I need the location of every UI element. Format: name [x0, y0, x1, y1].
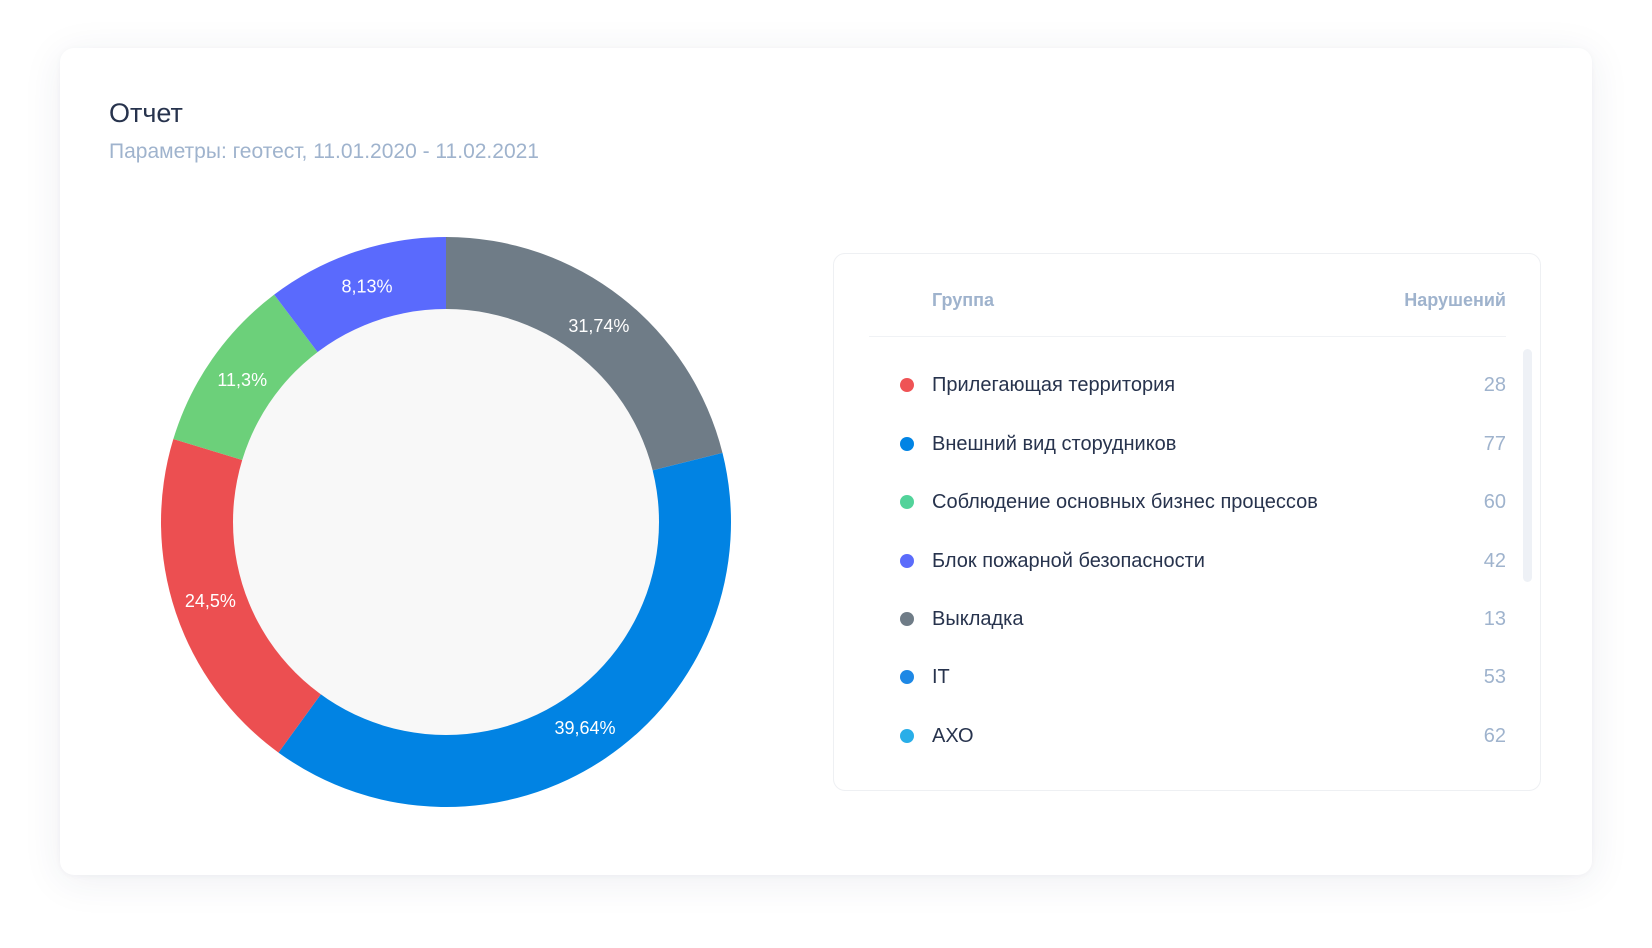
legend-row[interactable]: Внешний вид сторудников 77 [834, 424, 1540, 464]
legend-group-name: АХО [932, 725, 974, 747]
legend-color-dot-icon [900, 437, 914, 451]
legend-group-name: Выкладка [932, 608, 1024, 630]
legend-table: Группа Нарушений Прилегающая территория 2… [833, 253, 1541, 791]
legend-header: Группа Нарушений [834, 254, 1540, 336]
legend-group-name: Внешний вид сторудников [932, 433, 1177, 455]
legend-row[interactable]: АХО 62 [834, 716, 1540, 756]
report-parameters: Параметры: геотест, 11.01.2020 - 11.02.2… [109, 140, 539, 163]
legend-row[interactable]: IT 53 [834, 657, 1540, 697]
column-header-violations[interactable]: Нарушений [1404, 290, 1506, 310]
slice-percent-label: 11,3% [217, 370, 267, 390]
legend-row[interactable]: Блок пожарной безопасности 42 [834, 541, 1540, 581]
slice-percent-label: 24,5% [185, 591, 236, 611]
donut-labels: 31,74% 39,64% 24,5% 11,3% 8,13% [185, 276, 630, 738]
legend-group-name: Соблюдение основных бизнес процессов [932, 491, 1318, 513]
legend-violation-count: 77 [1483, 433, 1506, 455]
donut-hole [233, 309, 659, 735]
slice-percent-label: 8,13% [341, 276, 392, 296]
page-title: Отчет [109, 98, 183, 128]
report-card: Отчет Параметры: геотест, 11.01.2020 - 1… [60, 48, 1592, 875]
scrollbar[interactable] [1523, 349, 1532, 582]
legend-color-dot-icon [900, 612, 914, 626]
legend-color-dot-icon [900, 495, 914, 509]
legend-group-name: IT [932, 666, 950, 688]
legend-violation-count: 62 [1483, 725, 1506, 747]
header-divider [869, 336, 1506, 337]
legend-row[interactable]: Соблюдение основных бизнес процессов 60 [834, 482, 1540, 522]
legend-row[interactable]: Выкладка 13 [834, 599, 1540, 639]
slice-percent-label: 31,74% [568, 316, 629, 336]
slice-percent-label: 39,64% [555, 718, 616, 738]
legend-color-dot-icon [900, 729, 914, 743]
donut-chart: 31,74% 39,64% 24,5% 11,3% 8,13% [161, 237, 732, 808]
legend-group-name: Прилегающая территория [932, 374, 1176, 396]
legend-violation-count: 42 [1483, 550, 1506, 572]
legend-violation-count: 13 [1483, 608, 1506, 630]
legend-group-name: Блок пожарной безопасности [932, 550, 1205, 572]
legend-row[interactable]: Прилегающая территория 28 [834, 365, 1540, 405]
legend-violation-count: 60 [1483, 491, 1506, 513]
legend-color-dot-icon [900, 378, 914, 392]
legend-color-dot-icon [900, 554, 914, 568]
legend-violation-count: 28 [1483, 374, 1506, 396]
column-header-group[interactable]: Группа [932, 290, 995, 310]
legend-color-dot-icon [900, 670, 914, 684]
legend-violation-count: 53 [1483, 666, 1506, 688]
